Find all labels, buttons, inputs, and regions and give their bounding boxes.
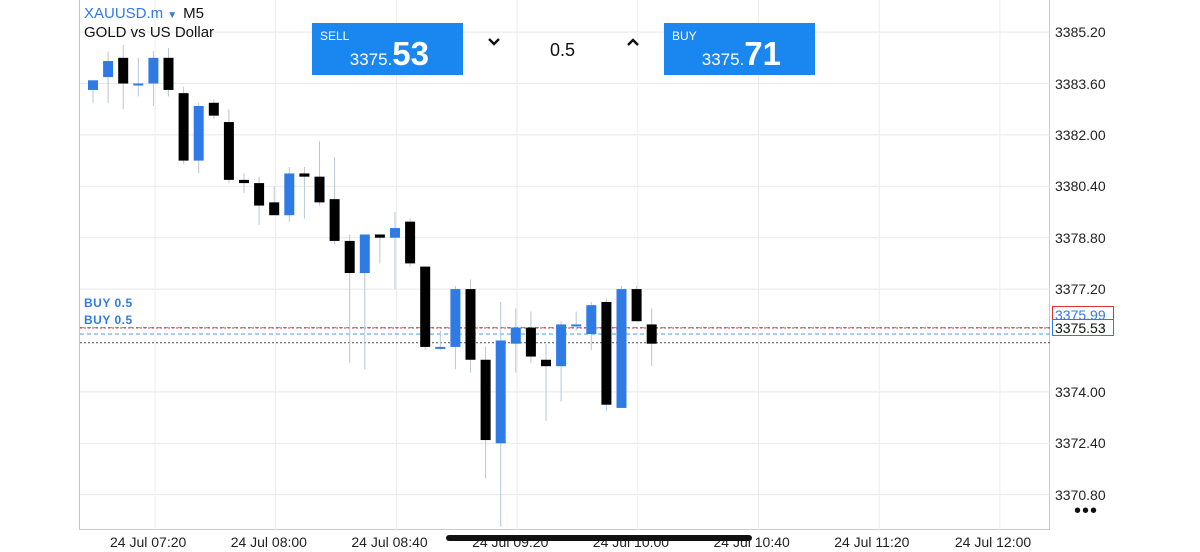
candle-body [631,289,642,322]
candle-body [450,289,461,347]
candle-body [344,240,355,274]
sell-price-small: 3375. [349,50,393,69]
y-tick-label: 3380.40 [1055,178,1106,195]
order-label[interactable]: BUY 0.5 [84,313,133,327]
candle-body [329,199,340,241]
x-tick-label: 24 Jul 08:40 [351,534,428,550]
y-tick-label: 3385.20 [1055,24,1106,41]
candle-body [193,106,204,161]
candle-body [586,305,597,335]
symbol-name[interactable]: XAUUSD.m [84,5,164,22]
order-label[interactable]: BUY 0.5 [84,296,133,310]
candle-body [435,346,446,349]
home-indicator[interactable] [446,535,752,541]
y-tick-label: 3382.00 [1055,126,1106,143]
chart-grid [80,0,1050,530]
candle-body [359,234,370,274]
candle-body [88,80,98,90]
candle-body [420,266,431,347]
buy-label: BUY [672,29,697,43]
x-tick-label: 24 Jul 11:20 [834,534,910,550]
candle-body [178,93,189,161]
candle-body [299,173,310,177]
candle-body [510,327,521,344]
chevron-up-icon[interactable] [626,33,640,54]
candle-body [556,324,567,367]
timeframe-label[interactable]: M5 [183,5,204,22]
candle-body [208,102,219,116]
symbol-selector[interactable]: XAUUSD.m ▼ M5 [84,5,204,22]
candle-body [103,61,114,78]
candle-body [223,122,234,180]
candle-body [269,202,280,216]
triangle-down-icon[interactable]: ▼ [167,10,178,21]
sell-label: SELL [320,29,350,43]
candle-body [480,359,491,441]
symbol-description: GOLD vs US Dollar [84,24,215,41]
buy-button[interactable]: BUY 3375.71 [664,23,815,75]
candle-body [118,57,129,84]
candle-body [163,57,174,90]
buy-price-big: 71 [744,35,781,72]
candle-body [314,176,325,203]
candle-body [148,57,159,84]
x-tick-label: 24 Jul 07:20 [110,534,187,550]
candle-body [616,289,627,408]
chart-plot-area[interactable] [79,0,1050,530]
buy-price-small: 3375. [701,50,745,69]
candle-body [525,327,536,357]
x-tick-label: 24 Jul 12:00 [954,534,1032,550]
y-tick-label: 3377.20 [1055,281,1106,298]
y-tick-label: 3372.40 [1055,435,1106,452]
y-tick-label: 3383.60 [1055,75,1106,92]
y-tick-label: 3370.80 [1055,486,1106,503]
candle-body [571,324,582,327]
candles-group [88,44,657,527]
candle-body [284,173,295,216]
sell-button[interactable]: SELL 3375.53 [312,23,463,75]
volume-value[interactable]: 0.5 [550,40,576,60]
candle-body [390,228,400,238]
y-tick-label: 3378.80 [1055,229,1106,246]
more-options-icon[interactable]: ••• [1074,500,1099,522]
sell-price: 3375.53 [350,35,429,73]
candle-body [601,301,612,405]
candle-body [646,324,657,344]
sell-price-big: 53 [392,35,429,72]
candle-body [495,340,506,444]
candle-body [239,179,249,184]
bid-price-tag: 3375.53 [1052,319,1114,336]
candle-body [374,234,385,238]
candle-body [541,359,551,367]
y-tick-label: 3374.00 [1055,383,1106,400]
candle-body [465,289,476,360]
x-tick-label: 24 Jul 08:00 [230,534,307,550]
buy-price: 3375.71 [702,35,781,73]
candle-body [254,183,265,206]
candle-body [133,83,144,86]
candle-body [405,221,416,264]
chevron-down-icon[interactable] [487,33,501,54]
